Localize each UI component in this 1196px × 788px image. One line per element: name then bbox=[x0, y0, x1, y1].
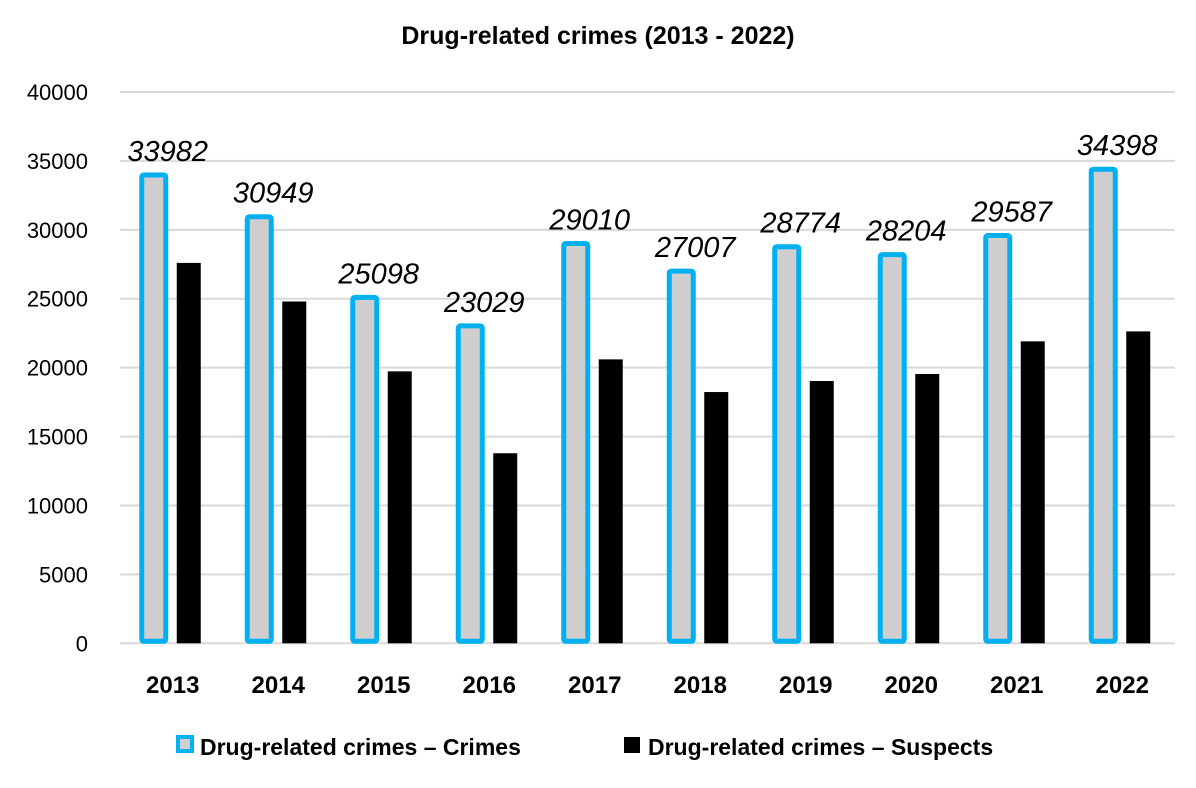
x-tick-label: 2019 bbox=[779, 672, 832, 699]
suspects-bar bbox=[1126, 331, 1151, 644]
suspects-bar bbox=[1020, 341, 1045, 644]
y-tick-label: 40000 bbox=[27, 80, 88, 105]
crimes-bar bbox=[666, 268, 696, 644]
x-tick-label: 2014 bbox=[252, 672, 306, 699]
suspects-bar bbox=[387, 371, 412, 644]
suspects-bar bbox=[282, 301, 307, 644]
crimes-bar bbox=[1088, 166, 1118, 644]
data-label: 28774 bbox=[759, 208, 841, 240]
legend-label-suspects: Drug-related crimes – Suspects bbox=[648, 734, 993, 760]
data-label: 28204 bbox=[865, 216, 947, 248]
suspects-bar bbox=[598, 359, 623, 644]
chart-title: Drug-related crimes (2013 - 2022) bbox=[401, 22, 794, 50]
x-tick-label: 2017 bbox=[568, 672, 621, 699]
crimes-bar bbox=[139, 172, 169, 644]
x-tick-label: 2022 bbox=[1096, 672, 1149, 699]
suspects-bar bbox=[176, 262, 201, 644]
data-label: 33982 bbox=[127, 136, 208, 168]
data-label: 23029 bbox=[443, 287, 525, 319]
x-tick-label: 2020 bbox=[885, 672, 938, 699]
y-tick-label: 10000 bbox=[27, 493, 88, 518]
x-tick-label: 2021 bbox=[990, 672, 1043, 699]
x-tick-label: 2013 bbox=[146, 672, 199, 699]
y-tick-label: 20000 bbox=[27, 356, 88, 381]
y-tick-label: 35000 bbox=[27, 149, 88, 174]
crimes-bar bbox=[772, 244, 802, 644]
suspects-bar bbox=[915, 373, 940, 644]
crimes-bar bbox=[561, 240, 591, 644]
data-label: 25098 bbox=[337, 258, 419, 290]
crimes-bar bbox=[455, 323, 485, 644]
x-tick-label: 2015 bbox=[357, 672, 410, 699]
y-tick-label: 15000 bbox=[27, 425, 88, 450]
x-tick-label: 2016 bbox=[463, 672, 516, 699]
suspects-bar bbox=[493, 453, 518, 644]
crimes-bar bbox=[983, 233, 1013, 644]
legend-label-crimes: Drug-related crimes – Crimes bbox=[200, 734, 521, 760]
legend-swatch-suspects bbox=[624, 737, 640, 753]
crimes-bar bbox=[350, 294, 380, 644]
crimes-bar bbox=[244, 214, 274, 644]
data-label: 34398 bbox=[1077, 130, 1158, 162]
crimes-bar bbox=[877, 252, 907, 644]
suspects-bar bbox=[809, 381, 834, 644]
data-label: 27007 bbox=[654, 232, 738, 264]
y-tick-label: 25000 bbox=[27, 287, 88, 312]
suspects-bar bbox=[704, 392, 729, 644]
y-tick-label: 0 bbox=[76, 631, 88, 656]
y-tick-label: 5000 bbox=[39, 562, 88, 587]
y-tick-label: 30000 bbox=[27, 218, 88, 243]
data-label: 30949 bbox=[233, 178, 314, 210]
x-tick-label: 2018 bbox=[674, 672, 727, 699]
data-label: 29587 bbox=[970, 197, 1054, 229]
legend-swatch-crimes bbox=[176, 735, 194, 753]
data-label: 29010 bbox=[548, 204, 630, 236]
